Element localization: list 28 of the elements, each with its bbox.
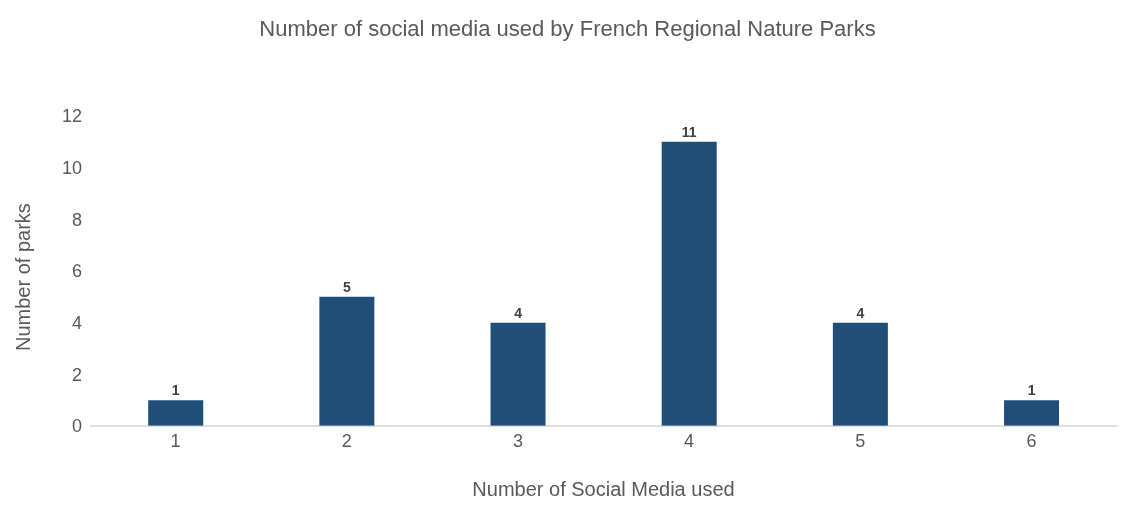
data-label: 1: [1027, 382, 1036, 399]
data-label: 5: [342, 278, 351, 295]
y-tick-label: 0: [71, 416, 82, 437]
bar: [1004, 400, 1060, 426]
y-axis-title: Number of parks: [12, 203, 35, 351]
y-tick-label: 10: [61, 158, 82, 179]
bar: [319, 296, 375, 426]
x-tick-label: 2: [341, 430, 352, 451]
data-label: 4: [856, 304, 865, 321]
y-tick-label: 4: [71, 313, 82, 334]
x-tick-label: 5: [855, 430, 866, 451]
x-axis-title: Number of Social Media used: [472, 478, 735, 500]
y-tick-label: 8: [71, 209, 82, 230]
y-tick-label: 12: [61, 106, 82, 127]
x-tick-label: 4: [684, 430, 695, 451]
x-tick-label: 1: [170, 430, 181, 451]
bar: [148, 400, 204, 426]
y-tick-label: 2: [71, 364, 82, 385]
bar: [661, 141, 717, 426]
x-tick-label: 3: [512, 430, 523, 451]
bar: [832, 322, 888, 426]
y-tick-label: 6: [71, 261, 82, 282]
data-label: 4: [514, 304, 523, 321]
chart-title: Number of social media used by French Regional Nature Parks: [258, 15, 877, 43]
data-label: 11: [681, 123, 697, 140]
data-label: 1: [171, 382, 180, 399]
bar: [490, 322, 546, 426]
x-tick-label: 6: [1026, 430, 1037, 451]
